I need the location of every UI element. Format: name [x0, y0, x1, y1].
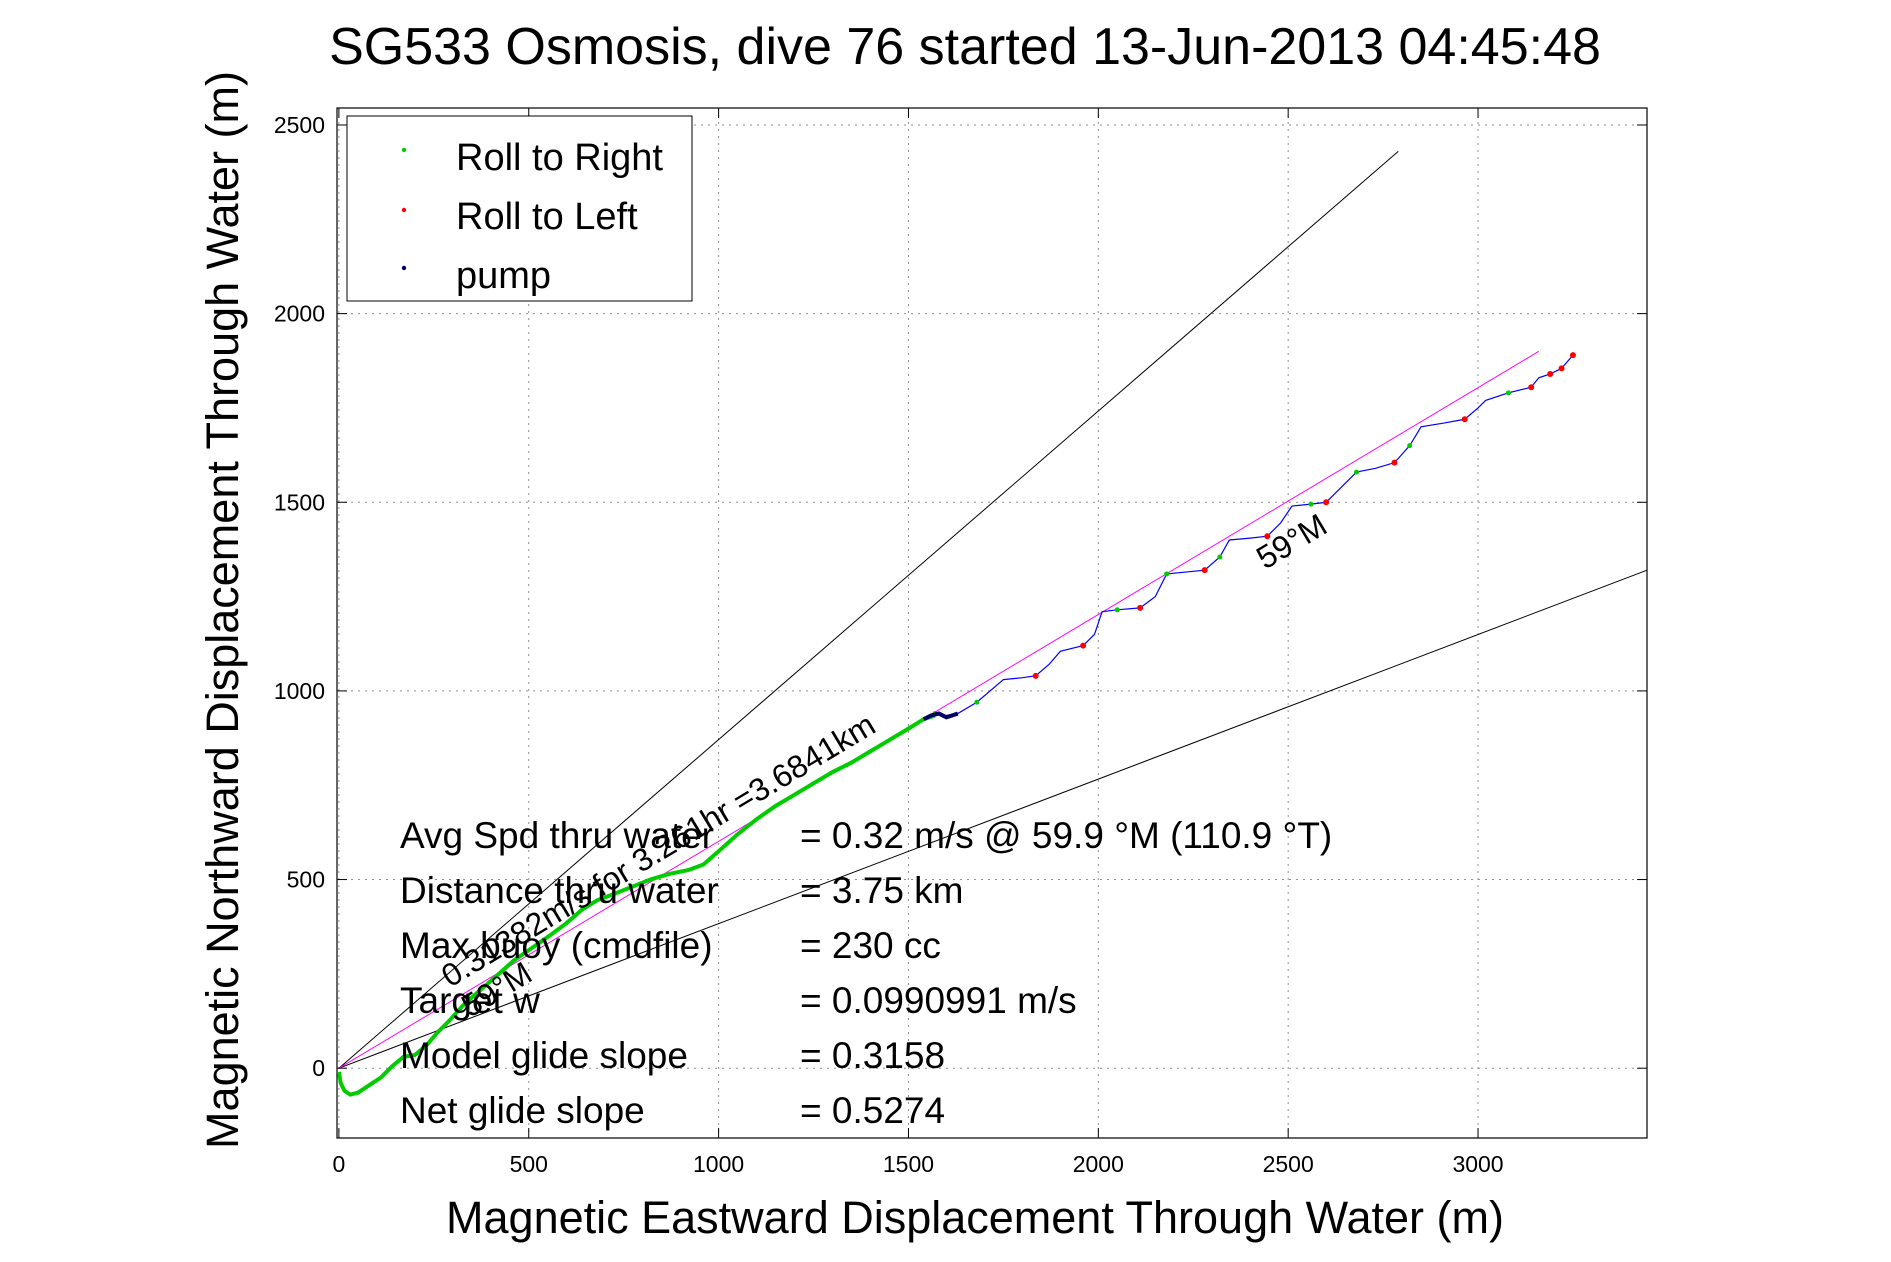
- roll-right-point: [1114, 607, 1120, 613]
- roll-right-point: [974, 699, 980, 705]
- stat-label-avg-spd: Avg Spd thru water: [400, 815, 714, 856]
- roll-right-point: [1505, 390, 1511, 396]
- y-tick-label: 1500: [274, 489, 325, 515]
- roll-left-point: [1201, 567, 1208, 574]
- pump-track: [922, 711, 959, 721]
- roll-left-point: [1547, 370, 1554, 377]
- roll-right-point: [1308, 501, 1314, 507]
- stat-label-target-w: Target w: [400, 980, 540, 1021]
- roll-left-point: [1461, 416, 1468, 423]
- reference-lines: [338, 151, 1648, 1069]
- stat-value-net-glide: = 0.5274: [800, 1090, 945, 1131]
- ref-line-heading-59M: [338, 350, 1540, 1069]
- y-tick-label: 2500: [274, 112, 325, 138]
- stat-value-distance: = 3.75 km: [800, 870, 964, 911]
- y-tick-label: 0: [312, 1055, 325, 1081]
- roll-right-track: [336, 713, 936, 1097]
- stat-value-target-w: = 0.0990991 m/s: [800, 980, 1077, 1021]
- x-tick-label: 2500: [1263, 1151, 1314, 1177]
- roll-right-point: [1217, 554, 1223, 560]
- ref-line-envelope-upper: [338, 151, 1399, 1069]
- roll-right-point: [1164, 571, 1170, 577]
- roll-left-point: [1080, 642, 1087, 649]
- legend-marker-roll-left: [401, 207, 407, 213]
- y-tick-label: 2000: [274, 301, 325, 327]
- roll-left-point: [1528, 384, 1535, 391]
- chart-title: SG533 Osmosis, dive 76 started 13-Jun-20…: [329, 18, 1601, 76]
- legend-label-pump: pump: [456, 255, 551, 297]
- legend: Roll to Right Roll to Left pump: [346, 115, 693, 302]
- roll-left-point: [1391, 459, 1398, 466]
- stat-value-max-buoy: = 230 cc: [800, 925, 941, 966]
- stat-value-model-glide: = 0.3158: [800, 1035, 945, 1076]
- series-layer: [336, 352, 1576, 1097]
- roll-left-point: [1137, 604, 1144, 611]
- legend-marker-pump: [401, 265, 407, 271]
- stat-value-avg-spd: = 0.32 m/s @ 59.9 °M (110.9 °T): [800, 815, 1332, 856]
- legend-label-roll-right: Roll to Right: [456, 137, 663, 179]
- y-axis-label: Magnetic Northward Displacement Through …: [197, 71, 248, 1149]
- y-tick-label: 500: [287, 867, 325, 893]
- legend-label-roll-left: Roll to Left: [456, 196, 638, 238]
- roll-left-point: [1569, 352, 1576, 359]
- track-line: [934, 354, 1574, 717]
- x-tick-label: 1500: [883, 1151, 934, 1177]
- roll-right-point: [1407, 443, 1413, 449]
- stat-label-model-glide: Model glide slope: [400, 1035, 688, 1076]
- stat-label-net-glide: Net glide slope: [400, 1090, 645, 1131]
- stat-label-max-buoy: Max buoy (cmdfile): [400, 925, 713, 966]
- roll-left-point: [1264, 533, 1271, 540]
- roll-left-point: [1032, 672, 1039, 679]
- legend-marker-roll-right: [401, 147, 407, 153]
- x-axis-label: Magnetic Eastward Displacement Through W…: [446, 1192, 1504, 1243]
- ref-line-envelope-lower: [338, 569, 1648, 1069]
- x-tick-label: 2000: [1073, 1151, 1124, 1177]
- x-tick-label: 3000: [1452, 1151, 1503, 1177]
- stat-label-distance: Distance thru water: [400, 870, 719, 911]
- x-tick-label: 1000: [693, 1151, 744, 1177]
- roll-left-point: [1323, 499, 1330, 506]
- stats-block: Avg Spd thru water = 0.32 m/s @ 59.9 °M …: [400, 815, 1332, 1131]
- roll-right-point: [1354, 469, 1360, 475]
- x-tick-label: 500: [510, 1151, 548, 1177]
- axis-ticks: 0 500 1000 1500 2000 2500 3000 0 500 1000 1500 2000…: [274, 108, 1647, 1177]
- roll-left-point: [1558, 365, 1565, 372]
- y-tick-label: 1000: [274, 678, 325, 704]
- x-tick-label: 0: [333, 1151, 346, 1177]
